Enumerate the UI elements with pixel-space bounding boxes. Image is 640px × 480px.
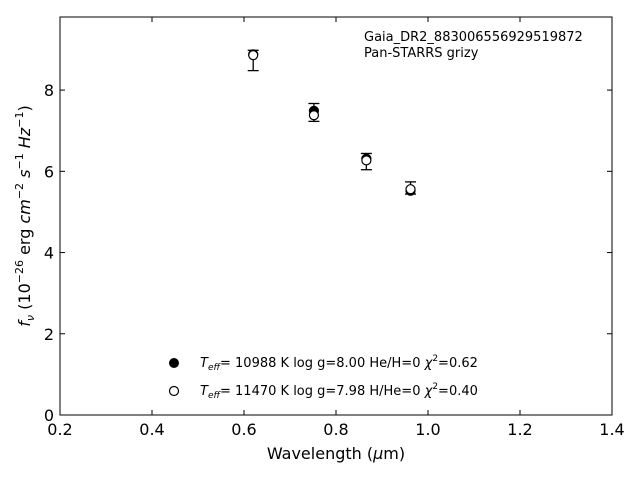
- x-axis-ticks: 0.2 0.4 0.6 0.8 1.0 1.2 1.4: [47, 17, 625, 439]
- object-name-annotation: Gaia_DR2_883006556929519872: [364, 30, 583, 45]
- x-tick-label: 0.2: [47, 420, 72, 439]
- y-tick-label: 6: [44, 162, 54, 181]
- x-tick-label: 1.2: [507, 420, 532, 439]
- y-tick-label: 2: [44, 325, 54, 344]
- y-tick-label: 8: [44, 81, 54, 100]
- x-tick-label: 1.0: [415, 420, 440, 439]
- x-axis-label: Wavelength (μm): [267, 444, 405, 463]
- model-point-open: [405, 184, 416, 195]
- x-tick-label: 1.4: [599, 420, 624, 439]
- data-points: [248, 49, 416, 196]
- error-bars: [247, 49, 417, 195]
- model-point-open: [308, 110, 320, 121]
- model-point-open: [361, 155, 372, 166]
- legend-entry-2: Teff= 11470 K log g=7.98 H/He=0 χ2=0.40: [200, 382, 478, 401]
- y-axis-ticks: 0 2 4 6 8: [44, 81, 612, 425]
- y-axis-label: fν (10−26 erg cm−2 s−1 Hz−1): [13, 105, 37, 326]
- y-tick-label: 4: [44, 244, 54, 263]
- model-point-open: [248, 50, 259, 61]
- survey-annotation: Pan-STARRS grizy: [364, 46, 479, 61]
- legend: Teff= 10988 K log g=8.00 He/H=0 χ2=0.62 …: [168, 354, 478, 401]
- x-tick-label: 0.8: [323, 420, 348, 439]
- x-tick-label: 0.6: [231, 420, 256, 439]
- legend-marker-open: [168, 385, 180, 397]
- legend-entry-1: Teff= 10988 K log g=8.00 He/H=0 χ2=0.62: [200, 354, 478, 373]
- y-tick-label: 0: [44, 406, 54, 425]
- legend-marker-filled: [169, 358, 179, 368]
- x-tick-label: 0.4: [139, 420, 164, 439]
